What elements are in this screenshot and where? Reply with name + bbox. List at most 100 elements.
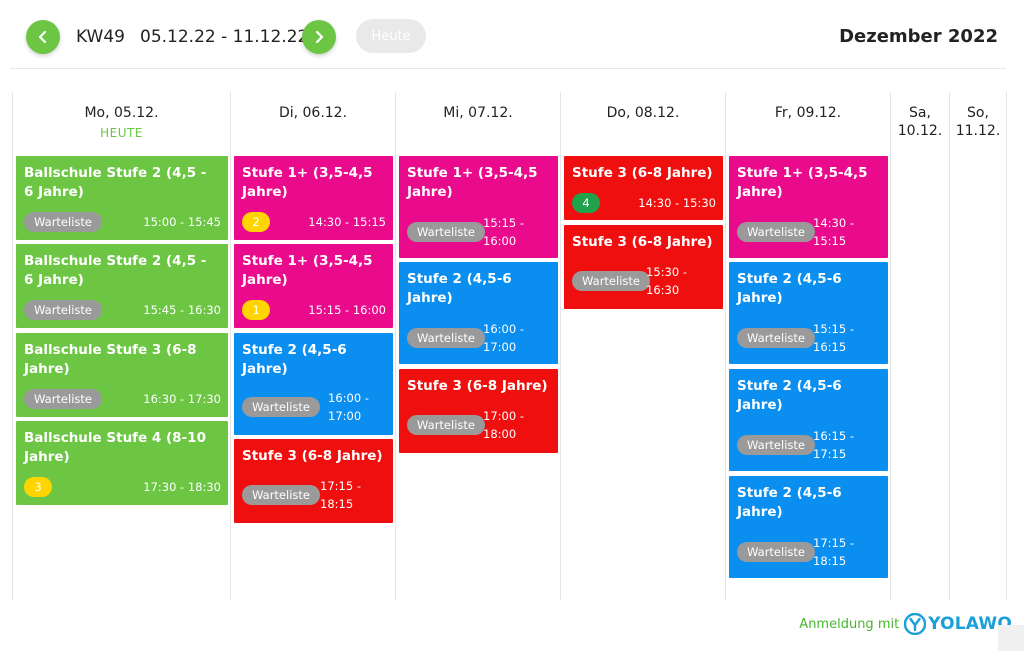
event-title: Stufe 3 (6-8 Jahre) (572, 234, 713, 250)
spots-badge: 1 (242, 300, 270, 320)
event-title: Stufe 2 (4,5-6 Jahre) (737, 271, 842, 306)
event-time-start: 16:00 - (483, 322, 524, 336)
event-card[interactable]: Stufe 3 (6-8 Jahre) Warteliste 17:15 - 1… (234, 439, 393, 523)
event-time-start: 14:30 - (813, 216, 854, 230)
event-title: Stufe 1+ (3,5-4,5 Jahre) (242, 253, 373, 288)
waitlist-badge: Warteliste (24, 300, 102, 320)
corner-widget (998, 625, 1024, 651)
day-header: Do, 08.12. (561, 92, 725, 122)
event-time-start: 16:15 - (813, 429, 854, 443)
day-column-di: Di, 06.12. Stufe 1+ (3,5-4,5 Jahre) 2 14… (230, 92, 395, 600)
event-card[interactable]: Stufe 3 (6-8 Jahre) 4 14:30 - 15:30 (564, 156, 723, 220)
event-card[interactable]: Stufe 1+ (3,5-4,5 Jahre) 2 14:30 - 15:15 (234, 156, 393, 240)
event-title: Stufe 2 (4,5-6 Jahre) (407, 271, 512, 306)
spots-badge: 3 (24, 477, 52, 497)
day-header: Mi, 07.12. (396, 92, 560, 122)
event-title: Stufe 1+ (3,5-4,5 Jahre) (407, 165, 538, 200)
day-date: 11.12. (955, 123, 1001, 139)
day-header: Di, 06.12. (231, 92, 395, 122)
event-card[interactable]: Stufe 2 (4,5-6 Jahre) Warteliste 16:15 -… (729, 369, 888, 471)
event-title: Stufe 3 (6-8 Jahre) (572, 165, 713, 181)
event-time: 17:00 - 18:00 (483, 407, 524, 443)
waitlist-badge: Warteliste (737, 542, 815, 562)
day-label: So, (967, 105, 989, 121)
event-card[interactable]: Stufe 1+ (3,5-4,5 Jahre) Warteliste 14:3… (729, 156, 888, 258)
event-card[interactable]: Stufe 3 (6-8 Jahre) Warteliste 15:30 - 1… (564, 225, 723, 309)
day-column-mi: Mi, 07.12. Stufe 1+ (3,5-4,5 Jahre) Wart… (395, 92, 560, 600)
spots-badge: 4 (572, 193, 600, 213)
event-time-end: 17:15 (813, 447, 847, 461)
event-card[interactable]: Ballschule Stufe 2 (4,5 - 6 Jahre) Warte… (16, 156, 228, 240)
event-card[interactable]: Stufe 1+ (3,5-4,5 Jahre) 1 15:15 - 16:00 (234, 244, 393, 328)
event-time: 15:15 - 16:15 (813, 320, 854, 356)
event-title: Stufe 1+ (3,5-4,5 Jahre) (737, 165, 868, 200)
chevron-right-icon (315, 30, 324, 44)
event-time-end: 16:00 (483, 234, 517, 248)
event-time-end: 15:15 (813, 234, 847, 248)
event-time-start: 15:15 - (483, 216, 524, 230)
waitlist-badge: Warteliste (737, 328, 815, 348)
event-title: Stufe 2 (4,5-6 Jahre) (737, 485, 842, 520)
today-label: HEUTE (100, 126, 143, 140)
waitlist-badge: Warteliste (242, 397, 320, 417)
day-header: Fr, 09.12. (726, 92, 890, 122)
powered-by[interactable]: Anmeldung mit YOLAWO (799, 613, 1012, 635)
event-card[interactable]: Ballschule Stufe 4 (8-10 Jahre) 3 17:30 … (16, 421, 228, 505)
waitlist-badge: Warteliste (24, 212, 102, 232)
event-time: 17:15 - 18:15 (813, 534, 854, 570)
event-time: 16:00 - 17:00 (328, 389, 369, 425)
footer-text: Anmeldung mit (799, 616, 900, 632)
yolawo-logo: YOLAWO (904, 613, 1012, 635)
day-date: 10.12. (897, 123, 943, 139)
event-title: Ballschule Stufe 2 (4,5 - 6 Jahre) (24, 165, 207, 200)
day-column-do: Do, 08.12. Stufe 3 (6-8 Jahre) 4 14:30 -… (560, 92, 725, 600)
event-time-end: 18:00 (483, 427, 517, 441)
event-title: Ballschule Stufe 3 (6-8 Jahre) (24, 342, 197, 377)
event-time-start: 15:15 - (813, 322, 854, 336)
event-time-end: 18:15 (320, 497, 354, 511)
event-time: 17:30 - 18:30 (143, 480, 221, 494)
event-time-end: 16:30 (646, 283, 680, 297)
waitlist-badge: Warteliste (572, 271, 650, 291)
event-time: 15:00 - 15:45 (143, 215, 221, 229)
event-time: 16:00 - 17:00 (483, 320, 524, 356)
event-card[interactable]: Stufe 1+ (3,5-4,5 Jahre) Warteliste 15:1… (399, 156, 558, 258)
event-title: Stufe 2 (4,5-6 Jahre) (737, 378, 842, 413)
event-time-end: 17:00 (328, 409, 362, 423)
event-card[interactable]: Stufe 3 (6-8 Jahre) Warteliste 17:00 - 1… (399, 369, 558, 453)
event-title: Ballschule Stufe 4 (8-10 Jahre) (24, 430, 206, 465)
day-label: Sa, (909, 105, 931, 121)
event-time: 14:30 - 15:15 (813, 214, 854, 250)
event-time: 16:15 - 17:15 (813, 427, 854, 463)
day-column-sa: Sa, 10.12. (890, 92, 949, 600)
day-header: Sa, 10.12. (891, 92, 949, 140)
event-card[interactable]: Stufe 2 (4,5-6 Jahre) Warteliste 16:00 -… (399, 262, 558, 364)
day-column-so: So, 11.12. (949, 92, 1007, 600)
next-week-button[interactable] (302, 20, 336, 54)
waitlist-badge: Warteliste (24, 389, 102, 409)
logo-text: YOLAWO (928, 614, 1012, 634)
day-header: So, 11.12. (950, 92, 1006, 140)
event-time-end: 18:15 (813, 554, 847, 568)
day-label: Di, 06.12. (278, 105, 348, 121)
event-time: 15:30 - 16:30 (646, 263, 687, 299)
today-button[interactable]: Heute (356, 19, 426, 53)
event-time: 14:30 - 15:30 (638, 196, 716, 210)
event-title: Stufe 3 (6-8 Jahre) (407, 378, 548, 394)
event-time-end: 16:15 (813, 340, 847, 354)
chevron-left-icon (38, 30, 47, 44)
week-number: KW49 (76, 27, 125, 47)
event-card[interactable]: Stufe 2 (4,5-6 Jahre) Warteliste 16:00 -… (234, 333, 393, 435)
day-column-fr: Fr, 09.12. Stufe 1+ (3,5-4,5 Jahre) Wart… (725, 92, 890, 600)
event-time: 15:15 - 16:00 (308, 303, 386, 317)
event-time: 15:15 - 16:00 (483, 214, 524, 250)
event-title: Stufe 2 (4,5-6 Jahre) (242, 342, 347, 377)
event-time: 16:30 - 17:30 (143, 392, 221, 406)
event-card[interactable]: Ballschule Stufe 2 (4,5 - 6 Jahre) Warte… (16, 244, 228, 328)
event-card[interactable]: Stufe 2 (4,5-6 Jahre) Warteliste 17:15 -… (729, 476, 888, 578)
waitlist-badge: Warteliste (242, 485, 320, 505)
event-card[interactable]: Ballschule Stufe 3 (6-8 Jahre) Wartelist… (16, 333, 228, 417)
previous-week-button[interactable] (26, 20, 60, 54)
event-card[interactable]: Stufe 2 (4,5-6 Jahre) Warteliste 15:15 -… (729, 262, 888, 364)
day-label: Fr, 09.12. (774, 105, 842, 121)
